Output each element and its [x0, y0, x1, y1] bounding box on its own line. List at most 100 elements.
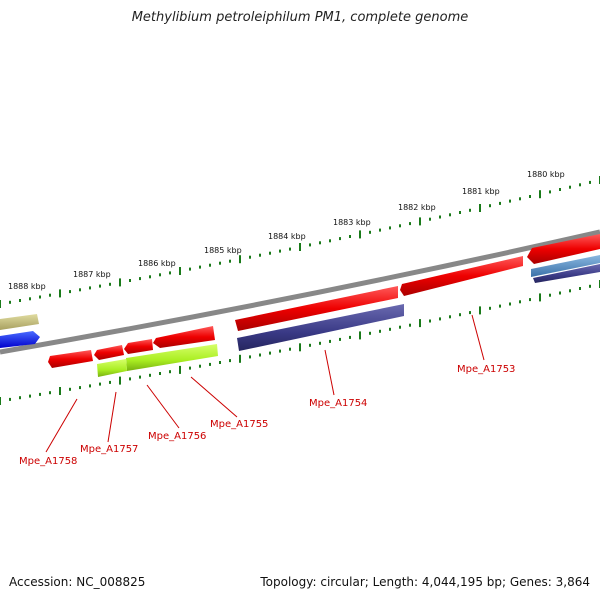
outer-tick: [499, 201, 501, 205]
map-title: Methylibium petroleiphilum PM1, complete…: [131, 10, 469, 25]
inner-tick: [229, 359, 231, 363]
outer-tick: [189, 267, 191, 271]
inner-tick: [349, 335, 351, 339]
inner-tick: [79, 386, 81, 390]
outer-tick: [119, 278, 121, 287]
outer-tick: [259, 253, 261, 257]
gene-label-1755: Mpe_A1755: [210, 419, 268, 430]
outer-tick: [479, 204, 481, 212]
leader-1757: [107, 391, 117, 443]
inner-tick: [359, 331, 361, 340]
gene-arrow-1758: [48, 350, 93, 368]
inner-tick: [469, 311, 471, 315]
outer-tick: [399, 224, 401, 228]
inner-tick: [539, 293, 541, 302]
outer-tick: [39, 295, 41, 299]
outer-tick: [539, 190, 541, 199]
feature-khaki: [0, 314, 39, 330]
inner-tick: [0, 397, 1, 405]
rna-feature-1756: [126, 344, 218, 371]
genome-backbone: [0, 229, 600, 355]
outer-tick: [519, 197, 521, 201]
outer-tick: [509, 199, 511, 203]
kbp-label-1888: 1888 kbp: [8, 282, 46, 291]
accession-text: Accession: NC_008825: [9, 575, 146, 589]
feature-navy-right: [533, 264, 600, 283]
gene-arrow-1757a: [94, 345, 124, 360]
outer-tick: [559, 188, 561, 191]
inner-tick: [559, 291, 561, 295]
outer-tick: [109, 282, 111, 286]
outer-tick-row: [0, 176, 600, 308]
inner-tick: [149, 373, 151, 377]
outer-tick: [369, 230, 371, 234]
inner-tick: [159, 372, 161, 375]
outer-tick: [239, 255, 241, 264]
inner-tick: [369, 331, 371, 335]
rna-feature-1757: [97, 359, 127, 377]
leader-1758: [45, 398, 78, 453]
gene-arrow-1755: [153, 326, 215, 348]
outer-tick: [219, 261, 221, 265]
feature-steel: [531, 255, 600, 277]
outer-tick: [589, 180, 591, 184]
outer-tick: [129, 279, 131, 282]
inner-tick: [419, 319, 421, 328]
inner-tick: [19, 396, 21, 400]
kbp-label-1882: 1882 kbp: [398, 203, 436, 212]
outer-tick: [329, 239, 331, 243]
inner-tick: [239, 354, 241, 363]
outer-tick: [279, 249, 281, 253]
inner-tick: [59, 387, 61, 395]
gene-label-1758: Mpe_A1758: [19, 456, 77, 467]
inner-tick: [209, 362, 211, 366]
gene-arrow-upper-3: [527, 234, 600, 264]
outer-tick: [389, 226, 391, 230]
inner-tick: [269, 351, 271, 355]
inner-tick: [139, 375, 141, 379]
leader-1756: [146, 384, 180, 429]
inner-tick: [199, 364, 201, 368]
genome-summary-text: Topology: circular; Length: 4,044,195 bp…: [260, 575, 590, 589]
outer-tick: [309, 243, 311, 247]
inner-tick: [279, 349, 281, 353]
gene-arrow-1754: [237, 304, 404, 351]
outer-tick: [489, 204, 491, 208]
inner-tick: [589, 284, 591, 288]
kbp-label-1883: 1883 kbp: [333, 218, 371, 227]
inner-tick: [119, 376, 121, 385]
gene-label-1754: Mpe_A1754: [309, 398, 367, 409]
inner-tick-row: [0, 280, 600, 405]
inner-tick: [379, 329, 381, 333]
inner-tick: [579, 287, 581, 290]
outer-tick: [299, 243, 301, 251]
inner-tick: [129, 377, 131, 381]
inner-tick: [259, 353, 261, 357]
inner-tick: [569, 289, 571, 293]
outer-tick: [459, 211, 461, 214]
outer-tick: [209, 263, 211, 267]
inner-tick: [99, 382, 101, 386]
outer-tick: [269, 251, 271, 255]
outer-tick: [289, 247, 291, 251]
gene-arrow-1756a: [124, 339, 153, 354]
outer-tick: [569, 185, 571, 189]
inner-tick: [429, 319, 431, 323]
inner-tick: [409, 323, 411, 327]
outer-tick: [379, 228, 381, 232]
outer-tick: [29, 297, 31, 301]
inner-tick: [219, 361, 221, 364]
inner-tick: [519, 300, 521, 304]
inner-tick: [189, 366, 191, 370]
inner-tick: [329, 339, 331, 343]
inner-tick: [439, 317, 441, 321]
outer-tick: [339, 237, 341, 241]
outer-tick: [229, 259, 231, 263]
outer-tick: [89, 286, 91, 290]
outer-tick: [469, 208, 471, 212]
inner-tick: [319, 341, 321, 345]
outer-tick: [529, 195, 531, 198]
inner-tick: [479, 306, 481, 315]
inner-tick: [549, 293, 551, 297]
